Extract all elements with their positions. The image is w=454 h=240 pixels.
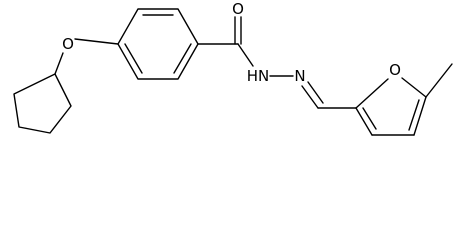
benzene-inner-bond	[173, 43, 192, 74]
double-bond	[362, 107, 377, 130]
bond	[413, 96, 427, 136]
cyclopentane-ring	[13, 73, 72, 134]
bond	[401, 77, 427, 98]
benzene-ring	[117, 8, 199, 80]
molecule-diagram: O O HN N O	[13, 0, 453, 136]
double-bond	[307, 81, 324, 104]
atom-label: O	[232, 0, 244, 18]
bond	[74, 38, 119, 45]
bond	[355, 78, 389, 109]
bond	[54, 52, 64, 75]
atom-label: HN	[247, 67, 270, 85]
double-bond	[301, 85, 319, 109]
atom-label: O	[62, 35, 74, 53]
double-bond	[408, 99, 420, 131]
bond	[425, 63, 453, 98]
atom-label: O	[389, 61, 401, 79]
bond	[237, 43, 254, 67]
benzene-inner-bond	[124, 43, 143, 74]
atom-label: N	[294, 67, 305, 85]
bond	[355, 107, 373, 136]
